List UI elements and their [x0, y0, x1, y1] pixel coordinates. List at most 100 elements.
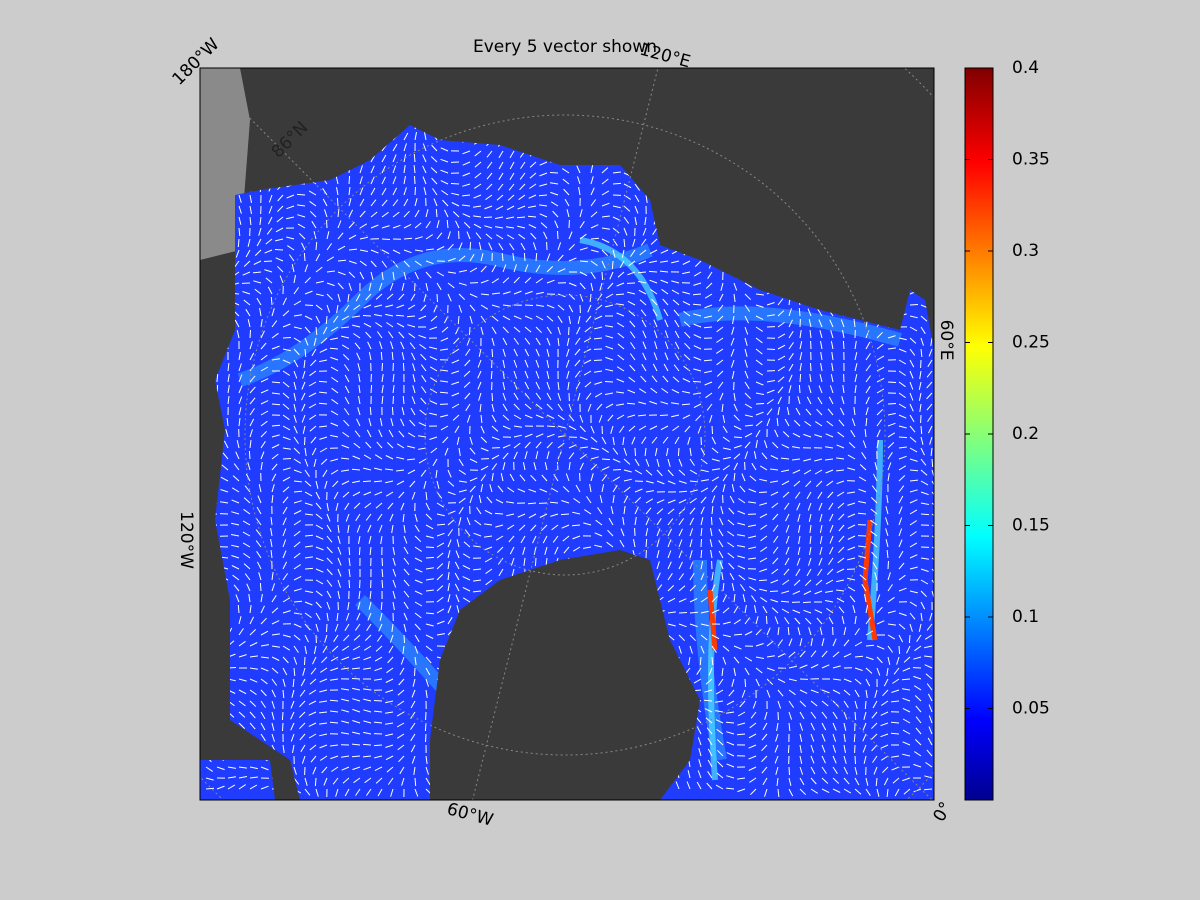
vector: [858, 565, 867, 570]
vector: [363, 656, 372, 661]
vector: [819, 535, 823, 544]
vector: [876, 429, 881, 438]
vector: [315, 623, 319, 632]
vector: [392, 249, 401, 255]
vector: [538, 194, 548, 197]
vector: [365, 788, 372, 796]
vector: [711, 447, 719, 454]
vector: [425, 623, 434, 627]
vector: [722, 456, 731, 460]
vector: [821, 711, 828, 719]
vector: [238, 407, 242, 416]
vector: [799, 341, 803, 350]
vector: [242, 520, 251, 526]
vector: [557, 268, 566, 273]
vector: [598, 414, 603, 423]
vector: [766, 418, 771, 427]
vector: [887, 560, 889, 570]
vector: [843, 755, 847, 764]
vector: [396, 322, 405, 328]
vector: [731, 678, 735, 687]
vector: [722, 474, 728, 482]
vector: [730, 359, 735, 368]
vector: [301, 755, 306, 764]
vector: [651, 375, 658, 383]
vector: [758, 579, 768, 582]
vector: [235, 249, 240, 258]
vector: [612, 182, 622, 185]
vector: [667, 458, 671, 467]
vector: [430, 315, 438, 322]
vector: [810, 777, 817, 785]
vector: [293, 392, 297, 401]
vector: [788, 363, 794, 372]
vector: [282, 337, 292, 339]
vector: [744, 282, 752, 288]
vector: [378, 524, 383, 533]
vector: [524, 337, 531, 345]
vector: [401, 282, 405, 291]
vector: [418, 435, 427, 438]
vector: [815, 579, 823, 586]
vector: [491, 403, 495, 412]
vector: [337, 590, 341, 599]
vector: [396, 304, 405, 309]
vector: [363, 720, 372, 724]
vector: [776, 777, 779, 786]
vector: [825, 458, 834, 461]
vector: [447, 243, 454, 251]
vector: [864, 594, 867, 603]
vector: [799, 711, 805, 720]
vector: [436, 608, 445, 614]
vector: [843, 744, 846, 753]
vector: [693, 282, 702, 286]
vector: [704, 381, 713, 386]
vector: [788, 385, 792, 394]
vector: [370, 384, 373, 394]
vector: [403, 143, 407, 152]
vector: [653, 330, 658, 339]
vector: [425, 271, 432, 279]
vector: [836, 491, 845, 497]
vector: [597, 507, 603, 515]
vector: [352, 491, 361, 497]
vector: [286, 205, 295, 210]
vector: [865, 407, 869, 416]
vector: [271, 473, 277, 482]
vector: [898, 348, 907, 353]
vector: [557, 425, 566, 429]
vector: [777, 355, 786, 361]
vector: [640, 238, 647, 246]
vector: [728, 689, 735, 697]
vector: [447, 616, 453, 625]
vector: [452, 211, 460, 218]
vector: [453, 337, 460, 345]
vector: [848, 442, 856, 449]
vector: [664, 341, 669, 350]
vector: [854, 341, 857, 350]
vector: [485, 194, 493, 201]
vector: [260, 420, 268, 427]
vector: [852, 605, 856, 614]
vector: [799, 363, 802, 372]
vector: [344, 788, 350, 797]
vector: [309, 210, 317, 218]
vector: [315, 315, 321, 324]
vector: [341, 766, 350, 771]
vector: [436, 563, 444, 570]
vector: [440, 147, 449, 152]
vector: [293, 612, 302, 615]
vector: [293, 564, 301, 570]
vector: [838, 606, 845, 614]
vector: [319, 689, 328, 693]
vector: [245, 249, 251, 258]
vector: [832, 722, 837, 731]
vector: [920, 491, 929, 496]
vector: [359, 249, 368, 252]
vector: [267, 286, 273, 295]
vector: [649, 425, 658, 430]
vector: [777, 627, 780, 636]
vector: [352, 455, 361, 460]
vector: [744, 381, 750, 390]
vector: [513, 370, 518, 379]
